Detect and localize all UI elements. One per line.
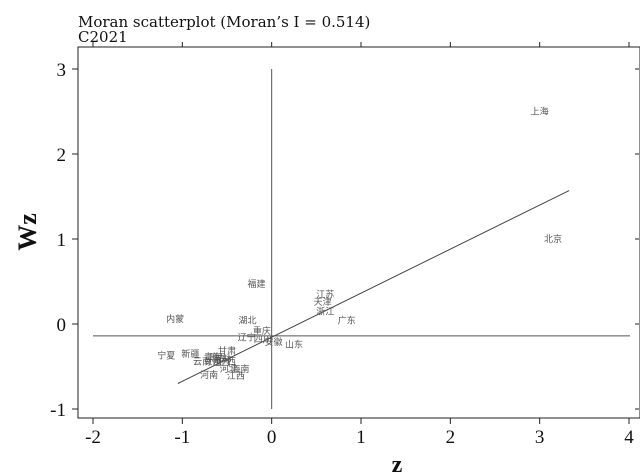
y-tick-label: -1 (50, 400, 66, 421)
point-label: 云南 (193, 355, 211, 367)
point-label: 安徽 (264, 336, 282, 348)
point-label: 甘肃 (218, 345, 236, 357)
point-label: 吉林 (214, 353, 232, 365)
point-label: 上海 (531, 106, 549, 118)
point-label: 四川 (254, 335, 272, 345)
point-label: 黑龙 (209, 352, 227, 364)
point-label: 河北 (220, 363, 238, 375)
point-label: 海南 (231, 363, 249, 375)
y-axis-title: Wz (13, 213, 42, 251)
x-tick-label: -2 (85, 427, 101, 448)
point-label: 贵州 (204, 355, 222, 367)
x-axis-title: z (392, 452, 403, 474)
x-tick-label: 0 (267, 427, 277, 448)
x-tick-label: 2 (446, 427, 456, 448)
x-tick-label: 4 (624, 427, 634, 448)
point-label: 江西 (227, 371, 245, 382)
point-label: 山西 (213, 357, 231, 368)
x-tick-label: 1 (356, 427, 366, 448)
point-label: 青海 (204, 351, 222, 363)
point-label: 湖北 (239, 316, 257, 327)
point-label: 江苏 (316, 288, 334, 300)
y-tick-label: 0 (57, 315, 67, 336)
point-label: 新疆 (181, 348, 199, 360)
chart-title: Moran scatterplot (Moran’s I = 0.514) (78, 13, 370, 31)
point-label: 重庆 (253, 325, 271, 337)
point-label: 河南 (200, 369, 218, 381)
point-label: 北京 (544, 233, 562, 245)
point-label: 浙江 (316, 305, 334, 317)
point-label: 内蒙 (166, 313, 184, 325)
y-tick-label: 1 (57, 230, 67, 251)
x-tick-label: 3 (535, 427, 545, 448)
y-tick-label: 3 (57, 60, 67, 81)
fit-line (177, 190, 570, 384)
point-label: 山东 (285, 338, 303, 350)
x-tick-label: -1 (174, 427, 190, 448)
y-tick-label: 2 (57, 145, 67, 166)
point-label: 宁夏 (157, 349, 175, 361)
point-label: 广西 (218, 355, 236, 367)
plot-frame (77, 46, 640, 419)
point-label: 广东 (338, 315, 356, 327)
point-label: 辽宁 (238, 332, 256, 344)
chart-subtitle: C2021 (78, 28, 128, 46)
point-label: 福建 (247, 278, 265, 290)
point-label: 天津 (314, 297, 332, 308)
